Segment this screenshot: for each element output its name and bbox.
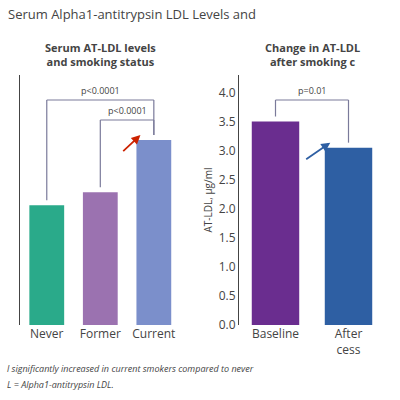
svg-text:1.5: 1.5 [219,229,236,246]
svg-text:0.0: 0.0 [219,316,236,333]
svg-text:AT-LDL, μg/ml: AT-LDL, μg/ml [201,168,215,233]
svg-text:L = Alpha1-antitrypsin LDL.: L = Alpha1-antitrypsin LDL. [7,378,114,391]
svg-text:Change in AT-LDLafter smoking: Change in AT-LDLafter smoking c [265,40,360,69]
svg-text:p=0.01: p=0.01 [298,84,326,97]
svg-text:p<0.0001: p<0.0001 [108,104,147,117]
svg-text:Baseline: Baseline [252,325,299,342]
svg-text:Serum Alpha1-antitrypsin LDL L: Serum Alpha1-antitrypsin LDL Levels and [8,5,256,23]
svg-text:2.0: 2.0 [219,200,236,217]
svg-text:Aftercess: Aftercess [335,325,363,358]
svg-text:0.5: 0.5 [219,287,236,304]
svg-text:3.0: 3.0 [219,142,236,159]
svg-text:1.0: 1.0 [219,258,236,275]
svg-text:4.0: 4.0 [219,84,236,101]
svg-text:Current: Current [132,325,175,342]
svg-text:Former: Former [80,325,121,342]
svg-text:Never: Never [30,325,64,342]
svg-text:3.5: 3.5 [219,113,236,130]
svg-text:Serum AT-LDL levelsand smoking: Serum AT-LDL levelsand smoking status [45,40,156,69]
svg-text:p<0.0001: p<0.0001 [81,84,120,97]
svg-text:2.5: 2.5 [219,171,236,188]
svg-text:l significantly increased in c: l significantly increased in current smo… [7,362,254,375]
